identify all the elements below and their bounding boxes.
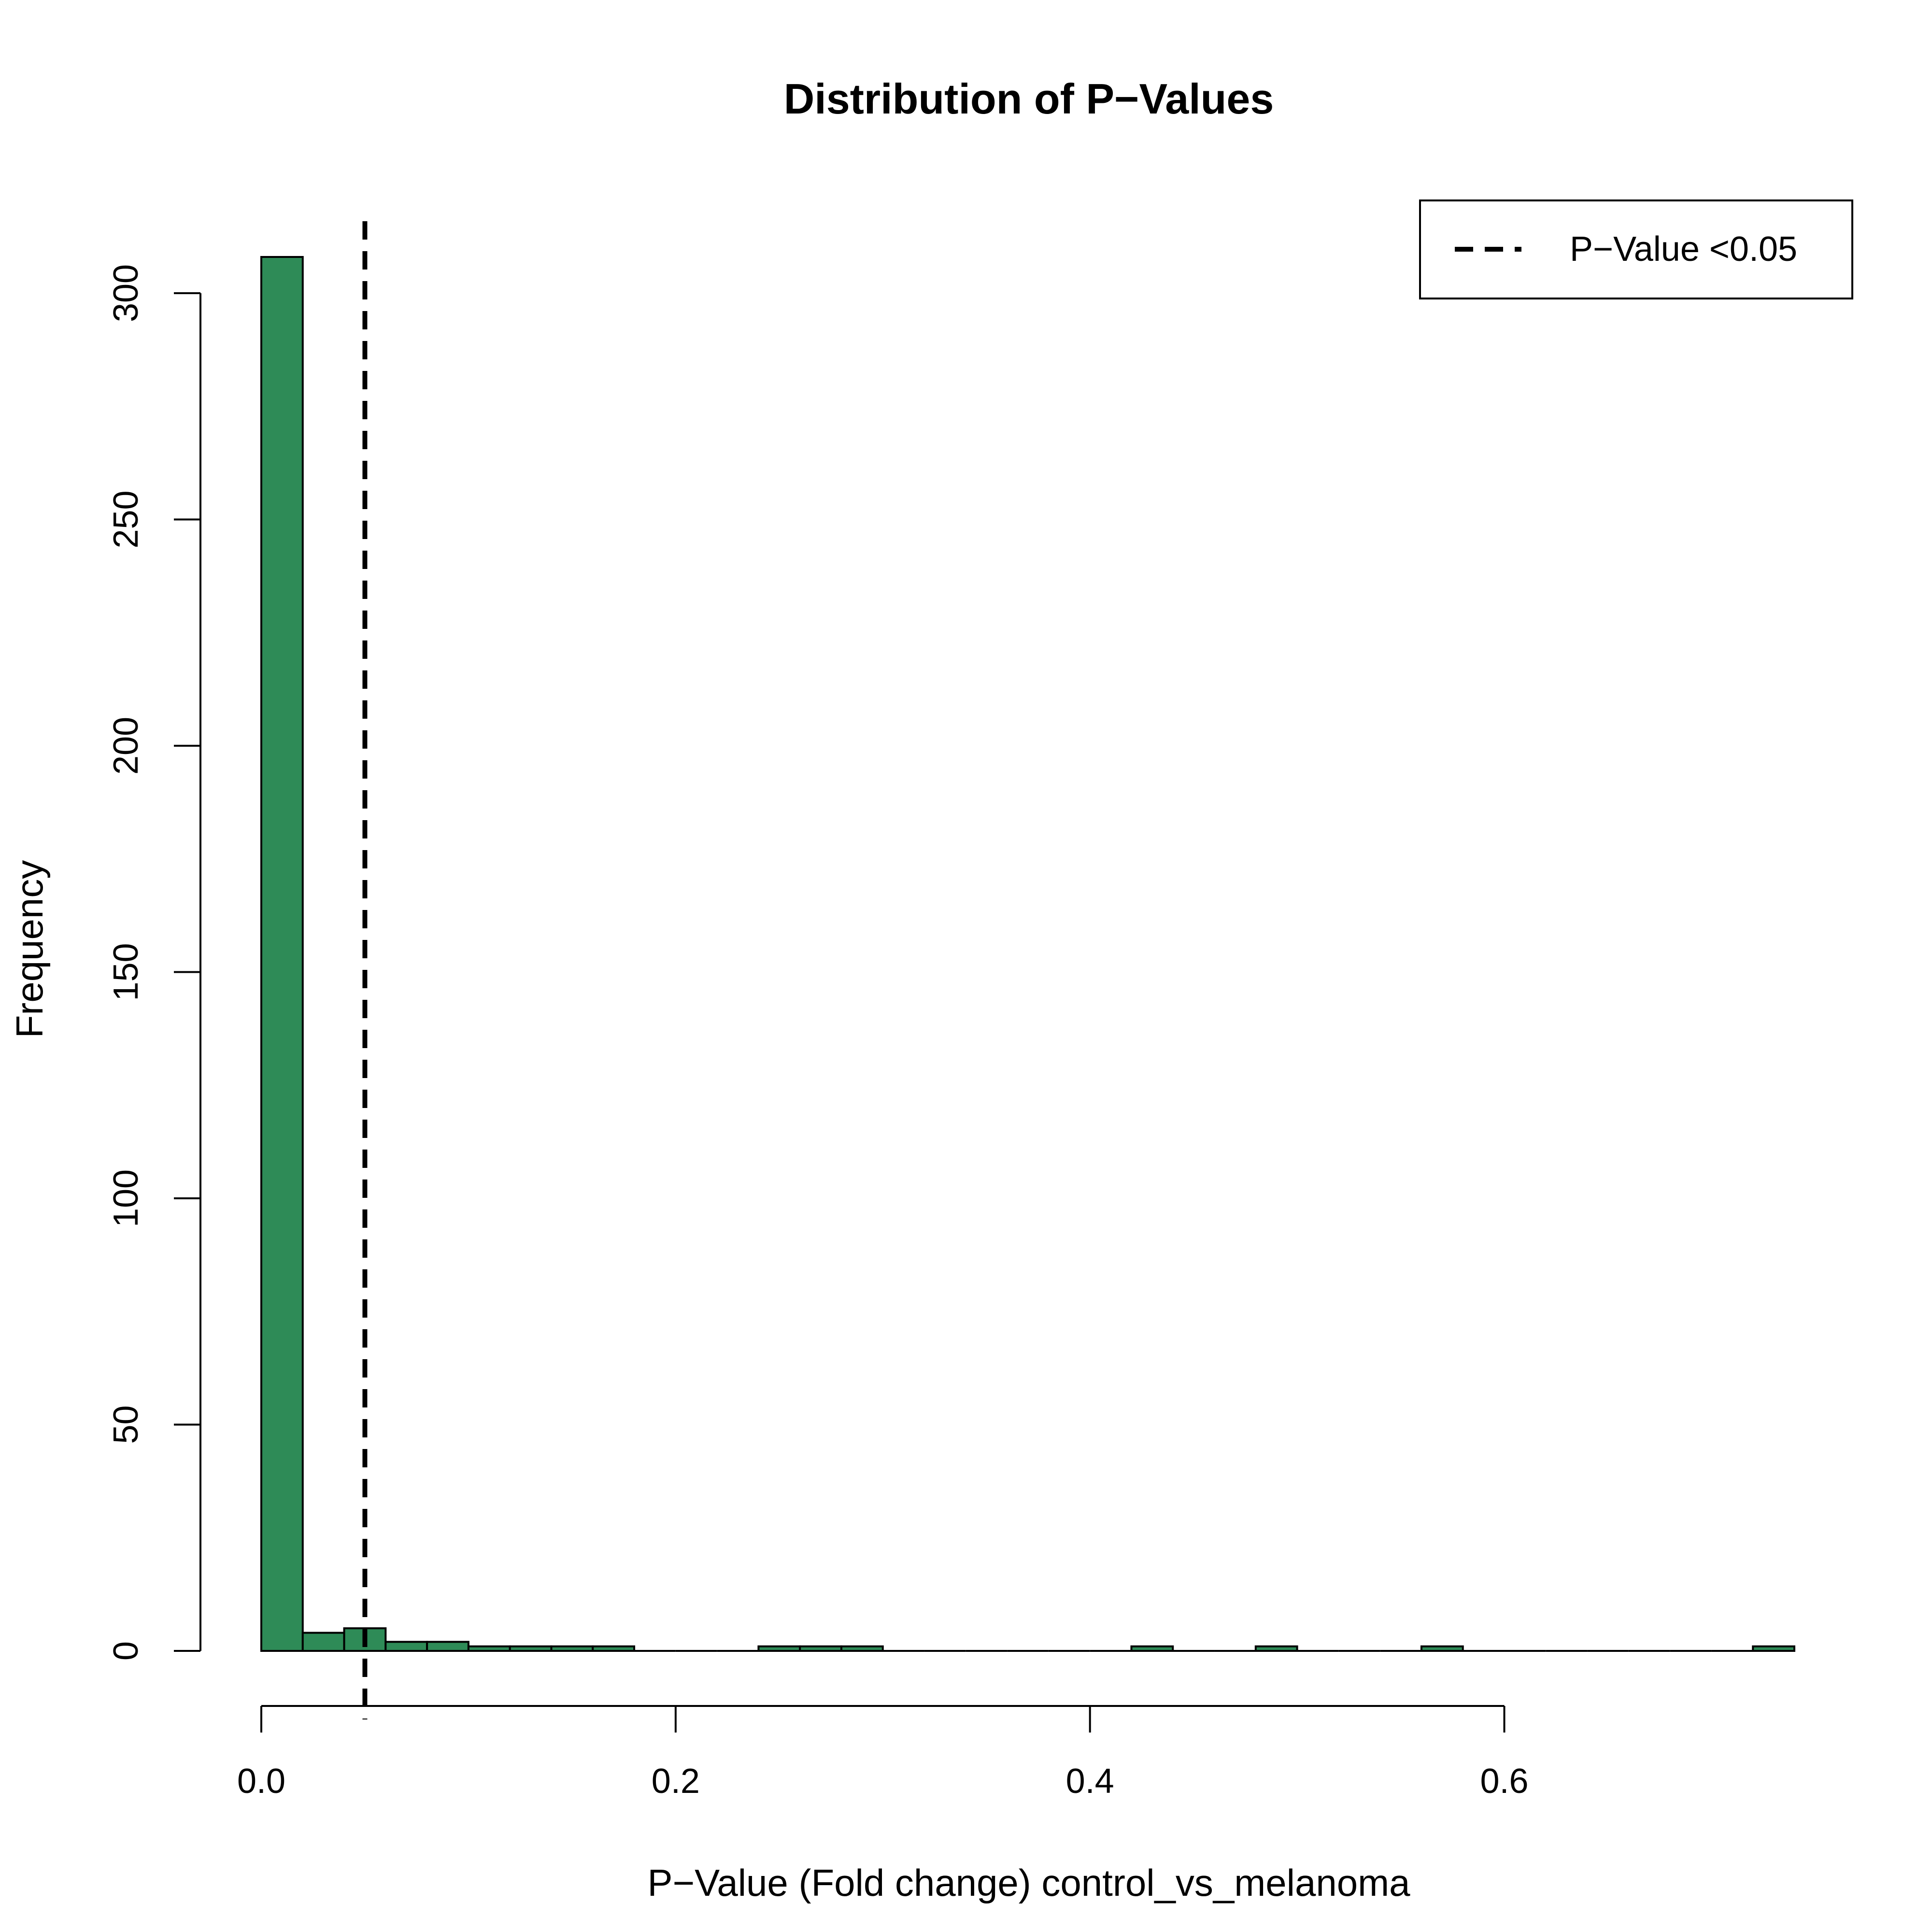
histogram-bar (384, 1641, 428, 1652)
histogram-bar (840, 1645, 884, 1652)
histogram-bar (426, 1641, 469, 1652)
histogram-bar (757, 1645, 801, 1652)
histogram-bar (592, 1645, 636, 1652)
y-tick-label: 150 (107, 943, 145, 1001)
x-tick-label: 0.0 (237, 1762, 285, 1801)
histogram-bar (509, 1645, 553, 1652)
x-tick-label: 0.2 (652, 1762, 700, 1801)
x-axis: 0.0 0.2 0.4 0.6 (237, 1705, 1529, 1801)
histogram-bar (1752, 1645, 1796, 1652)
histogram-bar (799, 1645, 842, 1652)
bars-layer (260, 256, 1796, 1652)
histogram-bar (301, 1632, 345, 1652)
histogram-bar (467, 1645, 511, 1652)
x-tick-label: 0.6 (1480, 1762, 1528, 1801)
histogram-bar (260, 256, 304, 1652)
y-tick-label: 250 (107, 490, 145, 548)
legend: P−Value <0.05 (1419, 199, 1853, 299)
chart-title: Distribution of P−Values (784, 75, 1274, 123)
y-tick-label: 200 (107, 717, 145, 775)
y-tick-label: 50 (107, 1405, 145, 1444)
y-tick-label: 300 (107, 264, 145, 322)
legend-label: P−Value <0.05 (1570, 230, 1797, 269)
histogram-bar (1254, 1645, 1298, 1652)
x-tick-label: 0.4 (1066, 1762, 1114, 1801)
x-axis-label: P−Value (Fold change) control_vs_melanom… (648, 1861, 1411, 1904)
y-axis-label: Frequency (8, 860, 51, 1038)
y-tick-label: 100 (107, 1169, 145, 1227)
histogram-bar (1130, 1645, 1174, 1652)
histogram-bar (1420, 1645, 1464, 1652)
histogram-bar (550, 1645, 594, 1652)
y-axis: 0 50 100 150 200 250 300 (107, 264, 201, 1661)
y-tick-label: 0 (107, 1641, 145, 1661)
